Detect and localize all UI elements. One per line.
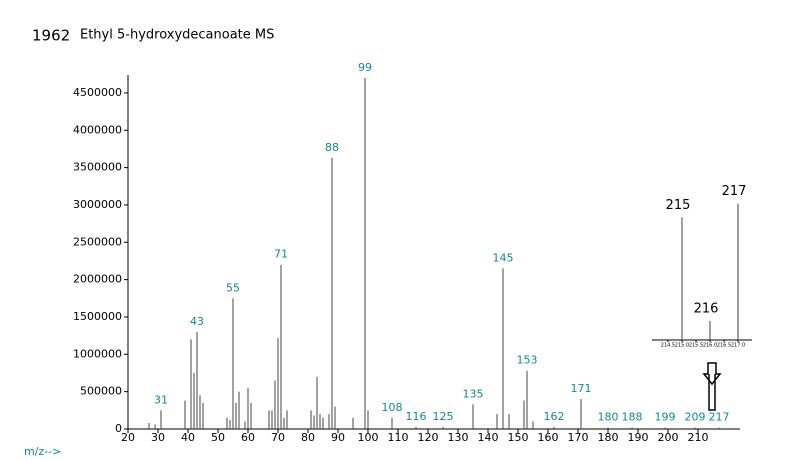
inset-x-tick-label: 216.0 [703, 343, 717, 349]
y-tick-label: 4500000 [73, 86, 122, 99]
x-tick-label: 40 [181, 431, 195, 444]
x-tick-label: 60 [241, 431, 255, 444]
chart-title: Ethyl 5-hydroxydecanoate MS [80, 28, 274, 43]
inset-peak-label: 216 [694, 301, 719, 316]
peak-label: 199 [655, 411, 676, 424]
x-tick-label: 170 [568, 431, 589, 444]
peak-label: 116 [406, 410, 427, 423]
x-tick-label: 20 [121, 431, 135, 444]
inset-x-tick-label: 216.5 [717, 343, 731, 349]
zoom-arrow [702, 362, 722, 411]
peak-label: 209 [685, 411, 706, 424]
inset-x-tick-label: 217.0 [731, 343, 745, 349]
x-tick-label: 90 [331, 431, 345, 444]
peak-label: 43 [190, 315, 204, 328]
x-tick-label: 50 [211, 431, 225, 444]
y-tick-label: 3000000 [73, 198, 122, 211]
x-tick-label: 30 [151, 431, 165, 444]
peak-label: 55 [226, 281, 240, 294]
y-tick-label: 1500000 [73, 310, 122, 323]
peak-label: 188 [622, 411, 643, 424]
x-tick-label: 80 [301, 431, 315, 444]
y-tick-label: 0 [115, 422, 122, 435]
inset-x-tick-label: 215.5 [689, 343, 703, 349]
x-tick-label: 210 [688, 431, 709, 444]
inset-peak-label: 217 [722, 184, 747, 199]
y-tick-label: 1000000 [73, 347, 122, 360]
peak-label: 180 [598, 411, 619, 424]
spectrum-id: 1962 [32, 27, 70, 45]
peak-label: 99 [358, 61, 372, 74]
inset-x-tick-label: 215.0 [675, 343, 689, 349]
x-tick-label: 140 [478, 431, 499, 444]
x-tick-label: 70 [271, 431, 285, 444]
peak-label: 135 [463, 387, 484, 400]
x-axis-label: m/z--> [24, 445, 61, 458]
peak-label: 31 [154, 393, 168, 406]
x-tick-label: 150 [508, 431, 529, 444]
peak-label: 217 [709, 411, 730, 424]
x-tick-label: 160 [538, 431, 559, 444]
inset-x-tick-label: 214.5 [661, 343, 675, 349]
peak-label: 108 [382, 401, 403, 414]
y-tick-label: 2500000 [73, 235, 122, 248]
x-tick-label: 190 [628, 431, 649, 444]
x-tick-label: 120 [418, 431, 439, 444]
peak-label: 171 [571, 382, 592, 395]
x-tick-label: 130 [448, 431, 469, 444]
inset-peak-label: 215 [666, 198, 691, 213]
x-tick-label: 180 [598, 431, 619, 444]
x-tick-label: 100 [358, 431, 379, 444]
peak-label: 88 [325, 141, 339, 154]
peak-label: 162 [544, 410, 565, 423]
peak-label: 71 [274, 248, 288, 261]
x-tick-label: 110 [388, 431, 409, 444]
peak-label: 125 [433, 410, 454, 423]
peak-label: 145 [493, 251, 514, 264]
y-tick-label: 3500000 [73, 161, 122, 174]
y-tick-label: 500000 [80, 385, 122, 398]
y-tick-label: 2000000 [73, 273, 122, 286]
x-tick-label: 200 [658, 431, 679, 444]
y-tick-label: 4000000 [73, 123, 122, 136]
peak-label: 153 [517, 354, 538, 367]
